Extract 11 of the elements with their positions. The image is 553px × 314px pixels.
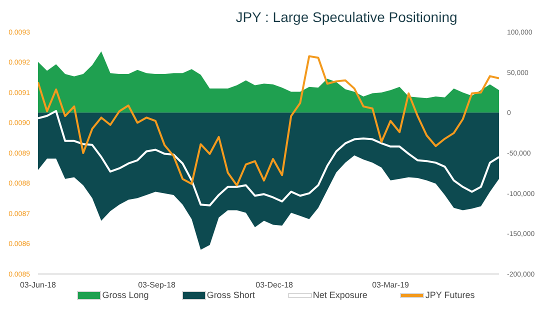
line-series bbox=[38, 110, 499, 206]
legend-label: Net Exposure bbox=[312, 290, 368, 300]
legend-label: Gross Short bbox=[206, 290, 255, 300]
legend-label: JPY Futures bbox=[425, 290, 475, 300]
x-tick-label: 03-Jun-18 bbox=[20, 280, 57, 290]
legend-label: Gross Long bbox=[102, 290, 149, 300]
x-tick-label: 03-Mar-19 bbox=[372, 280, 410, 290]
x-tick-label: 03-Dec-18 bbox=[256, 280, 294, 290]
line-series bbox=[38, 55, 499, 186]
x-tick-label: 03-Sep-18 bbox=[138, 280, 176, 290]
chart-title: JPY : Large Speculative Positioning bbox=[234, 8, 458, 27]
